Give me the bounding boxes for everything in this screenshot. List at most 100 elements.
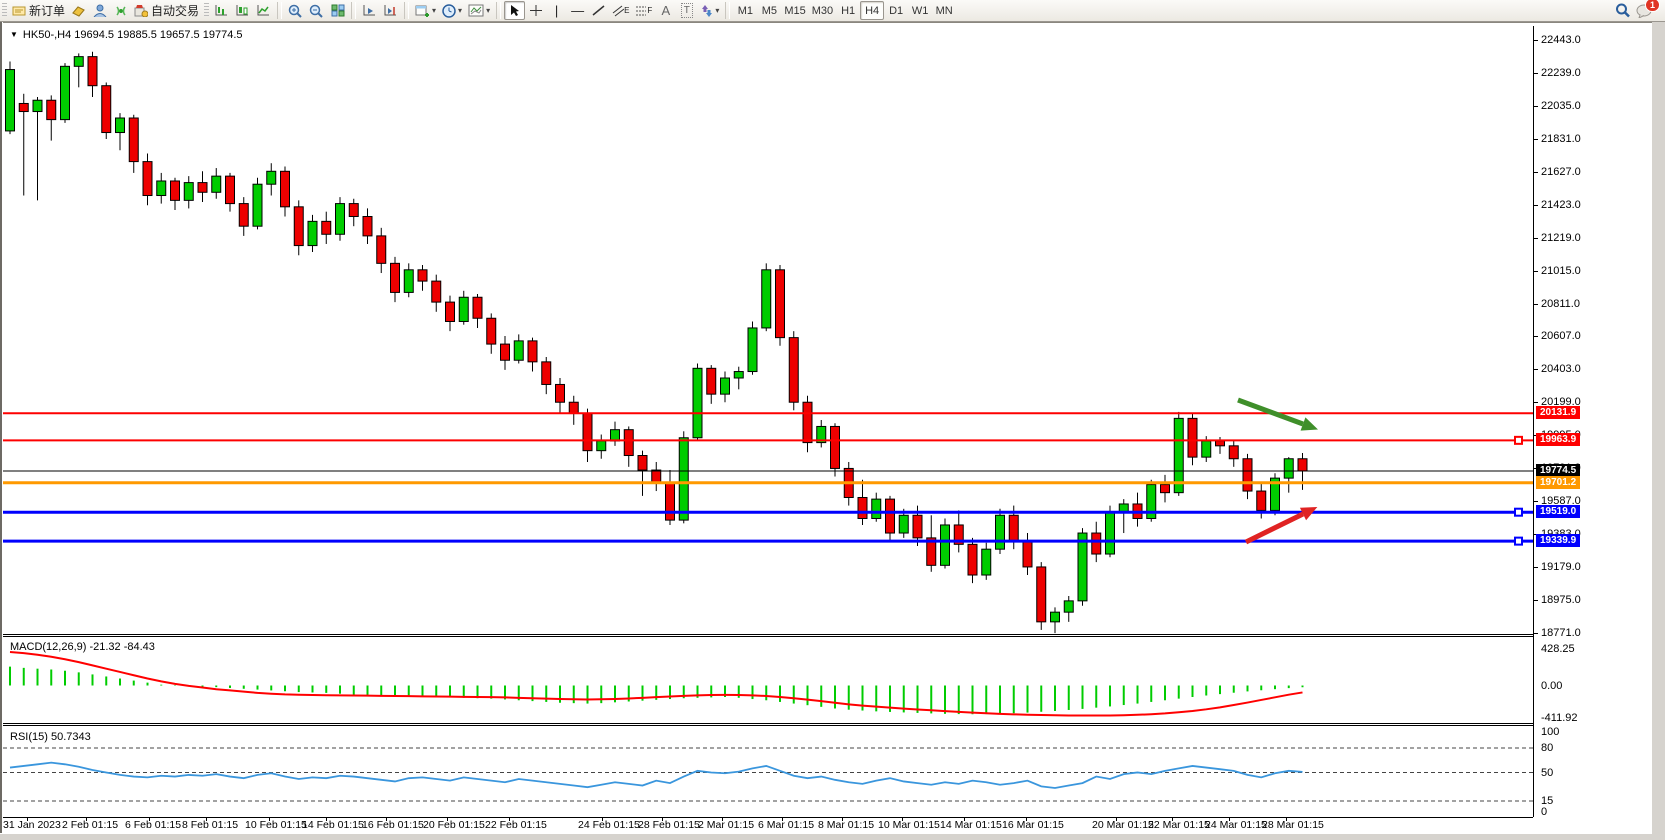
dropdown-caret: ▾ — [432, 6, 437, 15]
price-tag-19519.0: 19519.0 — [1536, 505, 1581, 519]
candle — [403, 269, 414, 293]
candle — [898, 514, 909, 534]
price-tick — [1533, 171, 1538, 173]
trendline-button[interactable] — [588, 1, 609, 20]
toolbar-grip[interactable] — [2, 3, 7, 18]
new-chart-button[interactable]: ▾ — [412, 1, 439, 20]
timeframe-button-m15[interactable]: M15 — [784, 4, 806, 17]
candle — [486, 317, 497, 345]
price-tick-label: 22443.0 — [1541, 34, 1581, 46]
new-order-button[interactable]: 新订单 — [9, 1, 68, 20]
candlestick-chart-button[interactable] — [232, 1, 253, 20]
rsi-pane[interactable] — [3, 726, 1533, 816]
timeframe-button-m30[interactable]: M30 — [811, 4, 834, 17]
community-button[interactable] — [89, 1, 110, 20]
price-tick — [1533, 204, 1538, 206]
pane-separator[interactable] — [3, 636, 1533, 637]
price-chart-pane[interactable] — [3, 26, 1533, 634]
price-tick — [1533, 567, 1538, 569]
bars-chart-icon — [215, 5, 228, 16]
equidistant-channel-button[interactable]: E — [609, 1, 632, 20]
candle — [912, 514, 923, 539]
price-tick-label: 21627.0 — [1541, 165, 1581, 178]
candle — [5, 69, 15, 132]
periods-clock-button[interactable]: ▾ — [439, 1, 465, 20]
signals-button[interactable] — [110, 1, 131, 20]
pane-separator[interactable] — [3, 725, 1533, 726]
horizontal-line-button[interactable]: — — [567, 1, 588, 20]
timeframe-button-m5[interactable]: M5 — [761, 4, 777, 17]
vertical-line-button[interactable]: | — [546, 1, 567, 20]
line-handle[interactable] — [1514, 507, 1523, 517]
time-tick — [662, 817, 663, 821]
timeframe-button-w1[interactable]: W1 — [911, 4, 929, 17]
candle — [555, 383, 565, 403]
chart-shift-button[interactable] — [380, 1, 401, 20]
tile-windows-button[interactable] — [327, 1, 348, 20]
line-chart-button[interactable] — [253, 1, 274, 20]
macd-label: MACD(12,26,9) -21.32 -84.43 — [10, 641, 155, 653]
crosshair-button[interactable] — [525, 1, 546, 20]
price-tick — [1533, 72, 1538, 74]
pane-separator[interactable] — [3, 634, 1533, 635]
templates-button[interactable]: ▾ — [465, 1, 493, 20]
search-button[interactable] — [1612, 1, 1633, 20]
auto-scroll-button[interactable] — [359, 1, 380, 20]
time-label: 8 Feb 01:15 — [182, 819, 239, 831]
timeframe-button-h1[interactable]: H1 — [841, 4, 856, 17]
fibonacci-letter: F — [647, 6, 653, 15]
price-tick-label: 21015.0 — [1541, 264, 1581, 277]
timeframe-button-d1[interactable]: D1 — [889, 4, 904, 17]
timeframe-button-m1[interactable]: M1 — [737, 4, 753, 17]
bars-chart-button[interactable] — [211, 1, 232, 20]
candle — [1036, 566, 1047, 623]
macd-histogram — [9, 666, 1304, 715]
indicator-axis-label: 0 — [1541, 806, 1548, 818]
time-tick — [206, 817, 207, 821]
time-label: 28 Feb 01:15 — [638, 819, 700, 831]
periods-clock-icon — [442, 3, 456, 18]
separator — [277, 2, 283, 19]
fibonacci-button[interactable]: F — [632, 1, 655, 20]
toolbar-grip-2[interactable] — [204, 3, 210, 18]
timeframe-button-mn[interactable]: MN — [935, 4, 953, 17]
arrows-button[interactable]: ▾ — [697, 1, 722, 20]
candle — [142, 161, 153, 197]
style-brush-button[interactable] — [68, 1, 89, 20]
price-axis-line — [1533, 26, 1534, 817]
candle — [1160, 484, 1170, 494]
time-label: 24 Mar 01:15 — [1205, 819, 1267, 831]
macd-pane[interactable] — [3, 637, 1533, 722]
candle — [513, 340, 524, 361]
auto-trading-button[interactable]: 自动交易 — [131, 1, 202, 20]
line-handle[interactable] — [1514, 435, 1523, 445]
price-tick-label: 21423.0 — [1541, 198, 1581, 211]
pane-separator[interactable] — [3, 723, 1533, 724]
line-handle[interactable] — [1514, 536, 1523, 546]
time-label: 6 Mar 01:15 — [758, 819, 815, 831]
candle — [1283, 458, 1294, 479]
time-label: 8 Mar 01:15 — [818, 819, 875, 831]
green-down-arrow[interactable] — [1237, 397, 1320, 436]
time-tick — [1229, 817, 1230, 821]
candle — [1008, 514, 1019, 542]
cursor-button[interactable] — [504, 1, 526, 20]
text-label-button[interactable]: T — [676, 1, 697, 20]
price-tick — [1533, 468, 1538, 470]
time-tick — [326, 817, 327, 821]
candle — [967, 543, 978, 576]
chart-title[interactable]: ▼ HK50-,H4 19694.5 19885.5 19657.5 19774.… — [10, 29, 243, 41]
search-icon — [1616, 3, 1630, 18]
candle — [128, 117, 139, 163]
timeframe-button-h4[interactable]: H4 — [860, 1, 885, 20]
zoom-in-button[interactable] — [285, 1, 306, 20]
text-button[interactable]: A — [655, 1, 676, 20]
time-tick — [386, 817, 387, 821]
red-up-arrow[interactable] — [1244, 501, 1320, 545]
price-tag-19963.9: 19963.9 — [1536, 433, 1581, 447]
candle — [1297, 458, 1308, 472]
chat-button[interactable]: 1 — [1633, 0, 1660, 20]
zoom-out-button[interactable] — [306, 1, 327, 20]
time-tick — [964, 817, 965, 821]
